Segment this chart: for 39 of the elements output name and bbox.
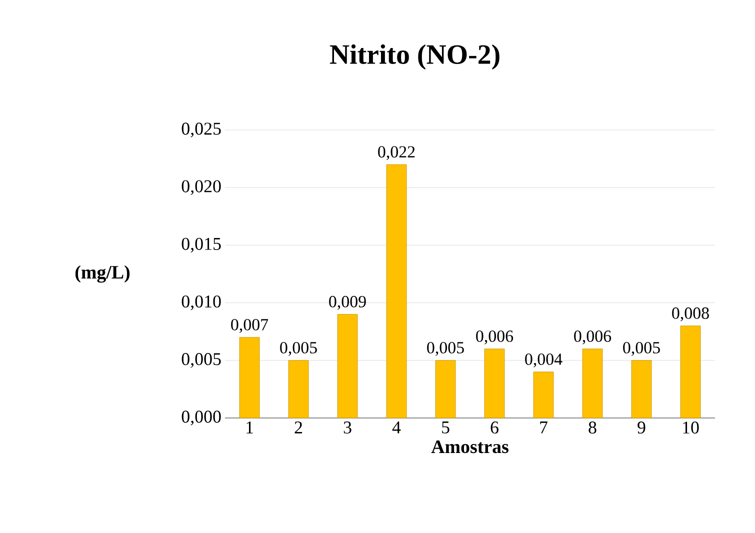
- bar: [582, 348, 603, 418]
- x-tick-label: 9: [638, 422, 646, 434]
- y-tick-label: 0,020: [182, 180, 221, 195]
- data-label: 0,008: [672, 307, 709, 322]
- x-tick-label: 8: [588, 422, 596, 434]
- data-label: 0,004: [525, 354, 562, 368]
- x-tick-label: 4: [392, 421, 401, 434]
- bar: [239, 337, 260, 418]
- data-label: 0,005: [280, 342, 317, 356]
- data-label: 0,006: [476, 330, 514, 344]
- bar: [533, 372, 554, 418]
- chart-title: Nitrito (NO-2): [330, 44, 500, 70]
- data-label: 0,022: [378, 146, 415, 160]
- bar: [484, 348, 505, 418]
- x-tick-label: 5: [442, 421, 450, 434]
- data-label: 0,009: [329, 296, 366, 310]
- bar: [631, 360, 652, 418]
- x-axis-title: Amostras: [431, 440, 508, 454]
- y-tick-label: 0,005: [182, 353, 221, 368]
- data-label: 0,006: [574, 330, 612, 344]
- x-tick-label: 7: [540, 421, 548, 434]
- bar: [680, 326, 701, 418]
- x-tick-label: 3: [344, 422, 352, 434]
- bar: [435, 360, 456, 418]
- y-tick-label: 0,015: [182, 238, 221, 253]
- data-label: 0,007: [231, 318, 268, 333]
- bar: [288, 360, 309, 418]
- x-tick-label: 10: [683, 422, 699, 434]
- y-tick-label: 0,000: [182, 410, 221, 426]
- data-label: 0,005: [623, 342, 660, 356]
- x-tick-label: 2: [294, 422, 302, 434]
- y-tick-label: 0,025: [182, 122, 221, 138]
- bar: [386, 164, 407, 418]
- bar: [337, 314, 358, 418]
- y-tick-label: 0,010: [182, 295, 221, 310]
- x-tick-label: 6: [490, 422, 498, 434]
- data-label: 0,005: [427, 342, 464, 356]
- y-axis-title: (mg/L): [75, 265, 130, 283]
- x-tick-label: 1: [246, 422, 253, 434]
